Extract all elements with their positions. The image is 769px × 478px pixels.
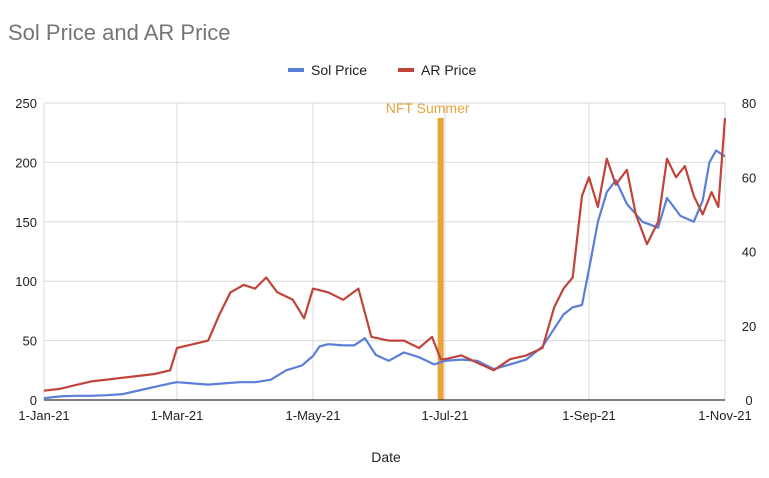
chart-title: Sol Price and AR Price xyxy=(8,20,231,45)
gridlines xyxy=(43,102,726,400)
y-axis-left: 0 50 100 150 200 250 xyxy=(15,96,37,408)
x-tick-5: 1-Nov-21 xyxy=(698,408,751,423)
legend-label-ar: AR Price xyxy=(421,62,476,78)
y-right-tick-3: 60 xyxy=(742,170,756,185)
y-left-tick-3: 150 xyxy=(15,215,37,230)
series-line-1 xyxy=(43,117,727,392)
y-left-tick-1: 50 xyxy=(23,334,37,349)
y-left-tick-4: 200 xyxy=(15,155,37,170)
x-tick-1: 1-Mar-21 xyxy=(151,408,204,423)
x-axis: 1-Jan-21 1-Mar-21 1-May-21 1-Jul-21 1-Sep-21… xyxy=(18,408,751,423)
y-left-tick-5: 250 xyxy=(15,96,37,111)
y-right-tick-0: 0 xyxy=(745,393,752,408)
series xyxy=(43,117,727,400)
annotation: NFT Summer xyxy=(386,100,470,400)
y-right-tick-4: 80 xyxy=(742,96,756,111)
x-tick-2: 1-May-21 xyxy=(286,408,341,423)
y-right-tick-2: 40 xyxy=(742,245,756,260)
y-left-tick-2: 100 xyxy=(15,274,37,289)
y-axis-right: 0 20 40 60 80 xyxy=(742,96,756,408)
annotation-band xyxy=(437,118,444,400)
series-line-0 xyxy=(43,149,726,400)
y-right-tick-1: 20 xyxy=(742,319,756,334)
legend: Sol Price AR Price xyxy=(288,62,476,78)
x-tick-3: 1-Jul-21 xyxy=(422,408,469,423)
x-tick-0: 1-Jan-21 xyxy=(18,408,69,423)
y-left-tick-0: 0 xyxy=(30,393,37,408)
x-tick-4: 1-Sep-21 xyxy=(562,408,615,423)
x-axis-title: Date xyxy=(371,449,401,465)
annotation-label: NFT Summer xyxy=(386,100,470,116)
legend-label-sol: Sol Price xyxy=(311,62,367,78)
